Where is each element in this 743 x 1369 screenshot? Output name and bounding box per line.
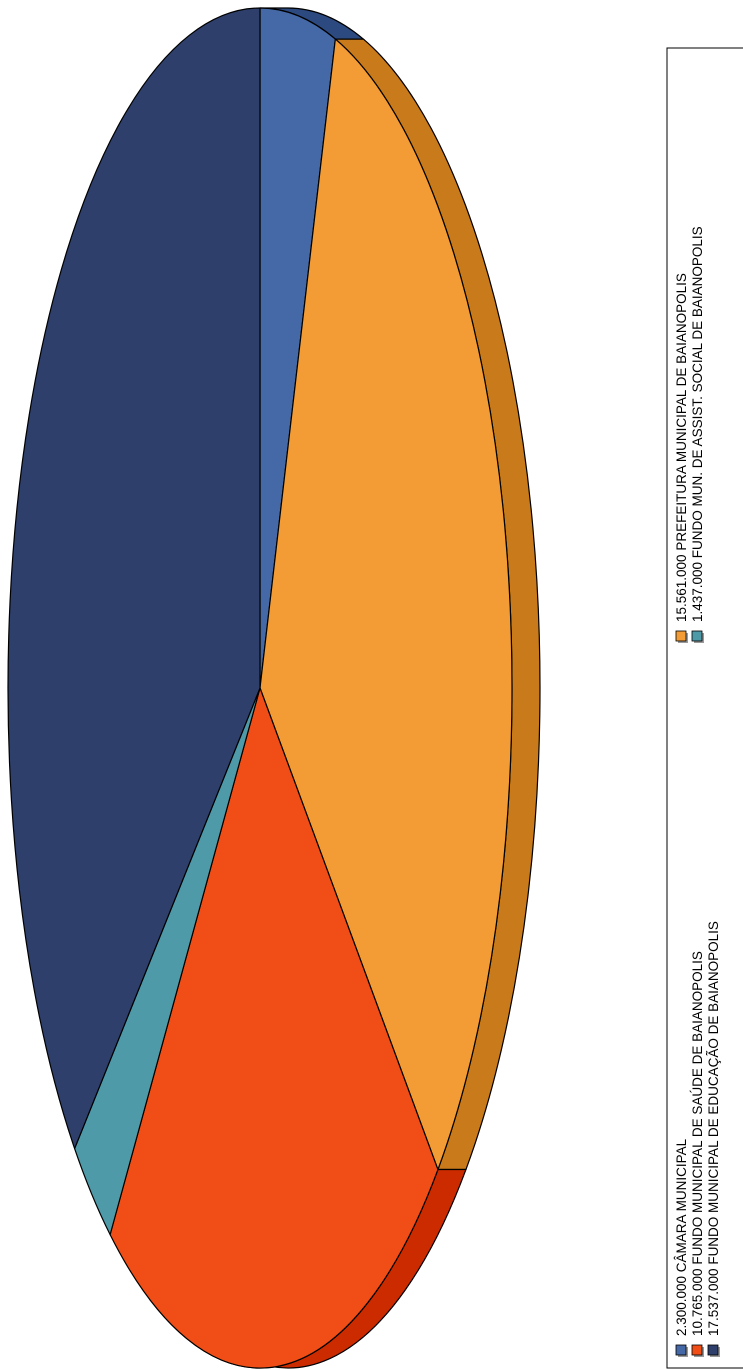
legend-frame <box>666 47 743 1369</box>
pie-slices <box>7 7 513 1369</box>
legend-label-5: 17.537.000 FUNDO MUNICIPAL DE EDUCAÇÃO D… <box>706 921 721 1336</box>
legend-label-2: 15.561.000 PREFEITURA MUNICIPAL DE BAIAN… <box>674 273 689 622</box>
legend-swatch-4 <box>691 630 703 642</box>
legend: 2.300.000 CÂMARA MUNICIPAL 10.765.000 FUN… <box>666 47 743 1369</box>
legend-label-3: 10.765.000 FUNDO MUNICIPAL DE SAÚDE DE B… <box>690 951 705 1336</box>
pie-slice-1 <box>259 7 336 689</box>
legend-label-4: 1.437.000 FUNDO MUN. DE ASSIST. SOCIAL D… <box>690 226 705 622</box>
pie-slice-2 <box>259 38 513 1171</box>
legend-swatch-5 <box>707 1344 719 1356</box>
legend-swatch-2 <box>675 630 687 642</box>
pie-slice-5 <box>7 7 261 1150</box>
pie-slice-3 <box>109 687 439 1369</box>
legend-swatch-3 <box>691 1344 703 1356</box>
legend-label-1: 2.300.000 CÂMARA MUNICIPAL <box>674 1138 689 1336</box>
legend-swatch-1 <box>675 1344 687 1356</box>
